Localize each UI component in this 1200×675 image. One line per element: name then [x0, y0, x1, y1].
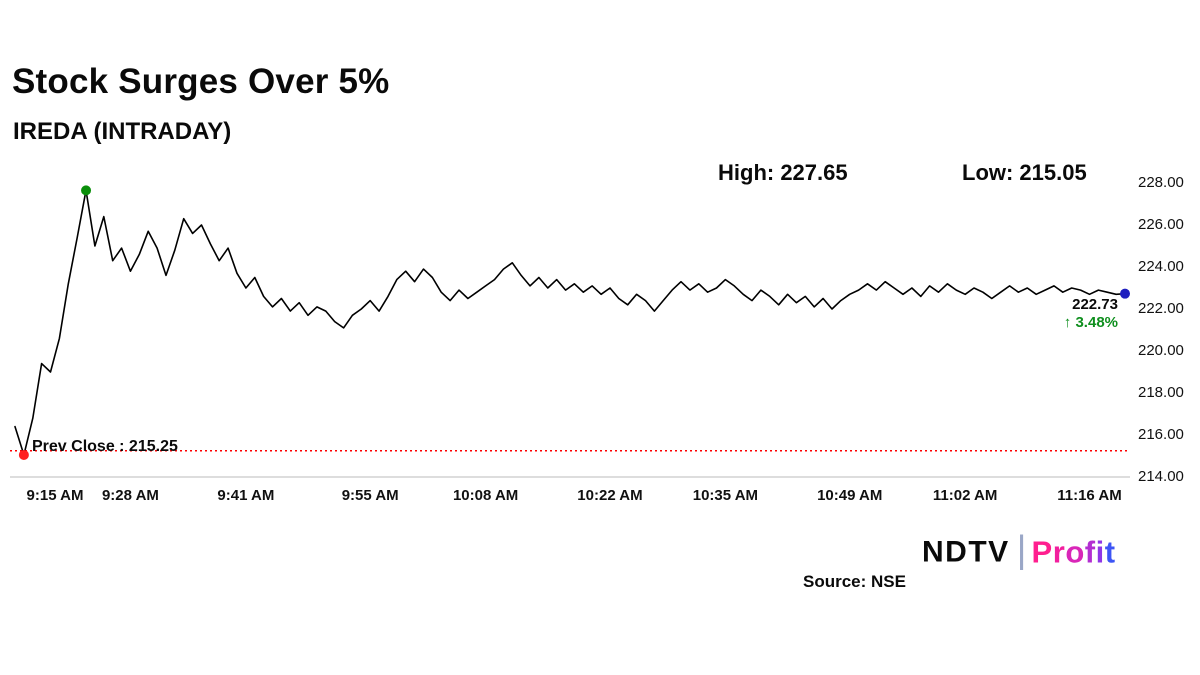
- profit-logo-letter: i: [1095, 534, 1105, 570]
- price-line: [14, 189, 1126, 456]
- chart-title: Stock Surges Over 5%: [12, 62, 390, 101]
- x-axis-tick-label: 11:02 AM: [932, 487, 998, 504]
- profit-logo-letter: r: [1052, 534, 1066, 570]
- low-marker: [18, 449, 29, 460]
- y-axis-tick-label: 220.00: [1138, 342, 1184, 359]
- y-axis-tick-label: 228.00: [1138, 174, 1184, 191]
- y-axis-tick-label: 226.00: [1138, 216, 1184, 233]
- y-axis-tick-label: 214.00: [1138, 468, 1184, 485]
- y-axis-tick-label: 218.00: [1138, 384, 1184, 401]
- x-axis-tick-label: 11:16 AM: [1057, 487, 1122, 504]
- profit-logo-letter: o: [1065, 534, 1085, 570]
- x-axis-tick-label: 10:49 AM: [817, 487, 883, 504]
- x-axis-tick-label: 9:41 AM: [217, 487, 275, 504]
- y-axis-tick-label: 216.00: [1138, 426, 1184, 443]
- high-marker: [81, 185, 92, 196]
- profit-logo-letter: t: [1104, 534, 1116, 570]
- profit-logo-letter: f: [1084, 534, 1096, 570]
- high-label: High: 227.65: [718, 160, 848, 185]
- low-label: Low: 215.05: [962, 160, 1087, 185]
- y-axis-tick-label: 224.00: [1138, 258, 1184, 275]
- x-axis-tick-label: 10:35 AM: [692, 487, 759, 504]
- y-axis-tick-label: 222.00: [1138, 300, 1184, 317]
- profit-logo-letter: P: [1031, 534, 1053, 570]
- x-axis-tick-label: 9:28 AM: [101, 487, 159, 504]
- x-axis-tick-label: 10:08 AM: [452, 487, 519, 504]
- last-price-marker: [1120, 288, 1130, 299]
- last-price-label: 222.73: [1072, 296, 1118, 313]
- last-quote: 222.73 ↑ 3.48%: [1028, 296, 1118, 332]
- logo-separator: |: [1016, 529, 1027, 571]
- x-axis-tick-label: 9:15 AM: [26, 487, 84, 504]
- ndtv-profit-logo: NDTV | Profit: [922, 529, 1116, 574]
- x-axis-tick-label: 10:22 AM: [577, 487, 643, 504]
- profit-logo-text: Profit: [1032, 535, 1116, 570]
- chart-subtitle: IREDA (INTRADAY): [13, 118, 232, 145]
- prev-close-label: Prev Close : 215.25: [32, 438, 178, 455]
- ndtv-logo-text: NDTV: [922, 535, 1010, 569]
- x-axis-tick-label: 9:55 AM: [341, 487, 399, 504]
- change-percent-label: ↑ 3.48%: [1063, 314, 1118, 331]
- source-label: Source: NSE: [803, 572, 906, 591]
